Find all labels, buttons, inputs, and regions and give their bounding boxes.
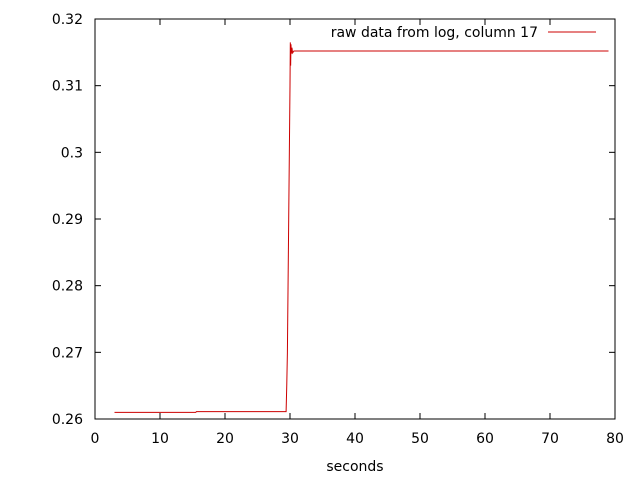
y-tick-label: 0.32 <box>52 12 83 28</box>
series-line-0 <box>114 42 609 413</box>
y-tick-label: 0.28 <box>52 279 83 295</box>
y-tick-label: 0.31 <box>52 79 83 95</box>
x-tick-label: 70 <box>541 431 559 447</box>
legend-label: raw data from log, column 17 <box>331 25 538 41</box>
x-axis-label: seconds <box>326 459 383 475</box>
x-tick-label: 50 <box>411 431 429 447</box>
y-tick-label: 0.27 <box>52 345 83 361</box>
y-tick-label: 0.29 <box>52 212 83 228</box>
x-tick-label: 80 <box>606 431 624 447</box>
y-tick-label: 0.3 <box>61 145 83 161</box>
x-tick-label: 40 <box>346 431 364 447</box>
plot-series-layer <box>114 42 609 413</box>
x-tick-label: 0 <box>91 431 100 447</box>
x-tick-label: 10 <box>151 431 169 447</box>
x-tick-label: 20 <box>216 431 234 447</box>
legend: raw data from log, column 17 <box>331 25 596 41</box>
x-axis: 0 10 20 30 40 50 60 70 80 <box>91 19 624 447</box>
x-tick-label: 60 <box>476 431 494 447</box>
y-axis: 0.26 0.27 0.28 0.29 0.3 0.31 0.32 <box>52 12 615 428</box>
y-tick-label: 0.26 <box>52 412 83 428</box>
x-tick-label: 30 <box>281 431 299 447</box>
